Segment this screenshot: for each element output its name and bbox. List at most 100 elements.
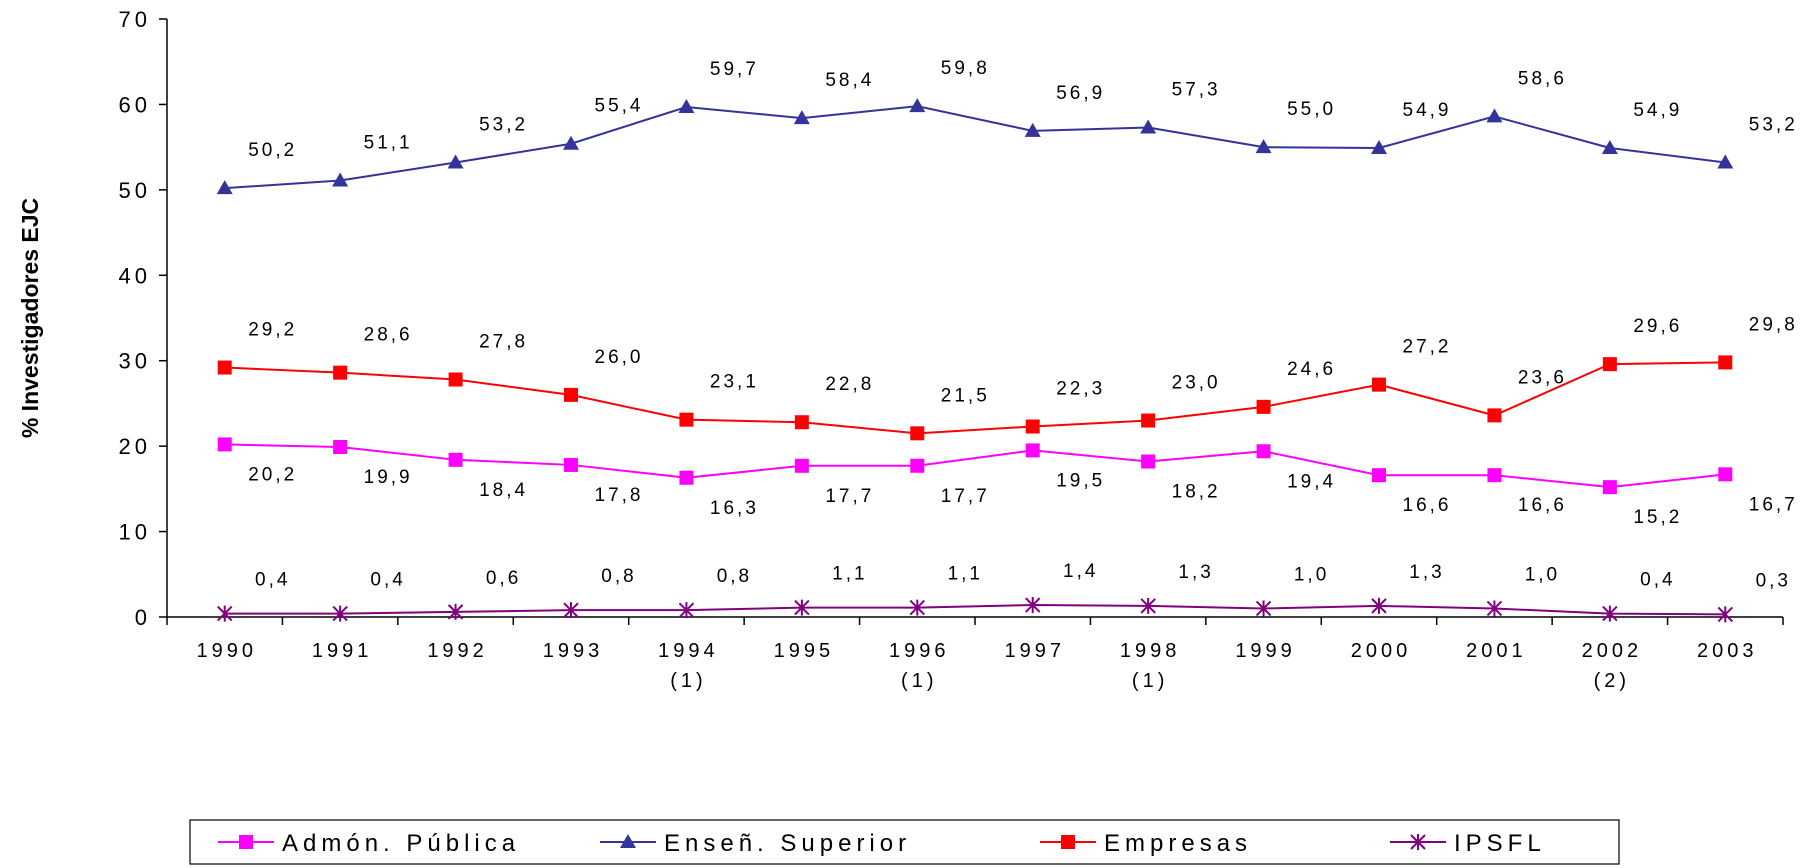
value-label: 18,2 [1172, 482, 1221, 503]
value-label: 53,2 [479, 115, 528, 136]
value-label: 1,1 [948, 564, 983, 585]
marker [1371, 139, 1387, 154]
value-label: 28,6 [364, 325, 413, 346]
marker [1256, 444, 1271, 459]
marker [1487, 468, 1502, 483]
value-label: 23,6 [1518, 367, 1567, 388]
x-tick-label: 1995 [774, 640, 835, 662]
marker [217, 360, 232, 375]
marker [1141, 413, 1156, 428]
value-label: 58,4 [825, 70, 874, 91]
y-tick-label: 60 [119, 92, 151, 117]
marker [679, 470, 694, 485]
marker [333, 439, 348, 454]
x-tick-label: 1996 (1) [889, 640, 950, 692]
marker [1410, 834, 1426, 850]
value-label: 0,4 [255, 570, 290, 591]
marker [678, 98, 695, 113]
value-label: 16,6 [1403, 495, 1452, 516]
marker [448, 372, 463, 387]
series-line [224, 105, 1726, 190]
marker [1602, 605, 1618, 622]
series-line [224, 604, 1726, 616]
legend-marker [1410, 834, 1426, 850]
value-label: 51,1 [364, 132, 413, 153]
value-label: 1,1 [832, 564, 867, 585]
series-line [224, 443, 1726, 489]
marker [1140, 597, 1156, 614]
value-label: 23,0 [1172, 373, 1221, 394]
value-label: 29,6 [1633, 316, 1682, 337]
legend-box [189, 819, 1620, 865]
x-tick-label: 2000 [1351, 640, 1412, 662]
x-tick-label: 2003 [1697, 640, 1758, 662]
value-label: 1,3 [1409, 562, 1444, 583]
y-tick-label: 20 [119, 434, 151, 459]
value-label: 16,3 [710, 498, 759, 519]
value-label: 0,4 [1640, 570, 1675, 591]
value-label: 0,3 [1756, 570, 1791, 591]
value-label: 58,6 [1518, 68, 1567, 89]
marker [564, 457, 578, 472]
marker [1140, 119, 1157, 134]
x-tick-label: 1991 [312, 640, 373, 662]
marker [332, 172, 349, 187]
marker [794, 458, 809, 473]
value-label: 59,7 [710, 59, 759, 80]
value-label: 55,0 [1287, 99, 1336, 120]
marker [217, 605, 233, 622]
value-label: 1,4 [1063, 561, 1098, 582]
marker [679, 412, 694, 427]
legend-marker [1061, 835, 1075, 849]
y-tick-label: 70 [119, 7, 151, 32]
marker [678, 602, 695, 619]
y-tick-label: 10 [119, 520, 151, 545]
marker [1718, 355, 1733, 370]
value-label: 15,2 [1633, 507, 1682, 528]
marker [333, 365, 348, 380]
marker [1372, 377, 1386, 392]
value-label: 1,0 [1525, 564, 1560, 585]
marker [563, 135, 579, 150]
legend-marker [620, 834, 636, 848]
marker [794, 599, 810, 616]
marker [1601, 139, 1618, 154]
marker [448, 452, 463, 467]
value-label: 27,8 [479, 332, 528, 353]
marker [447, 603, 464, 620]
x-tick-label: 2001 [1466, 640, 1527, 662]
value-label: 50,2 [248, 140, 297, 161]
y-tick-label: 30 [119, 349, 151, 374]
marker [1061, 835, 1075, 849]
y-axis-label: % Investigadores EJC [17, 198, 43, 438]
value-label: 22,3 [1056, 378, 1105, 399]
y-tick-label: 0 [135, 605, 151, 630]
value-label: 18,4 [479, 480, 528, 501]
value-label: 26,0 [595, 347, 644, 368]
x-tick-label: 1990 [196, 640, 257, 662]
legend-label: Admón. Pública [282, 830, 520, 857]
marker [1717, 154, 1734, 169]
legend-marker [239, 835, 253, 849]
series-line [224, 361, 1726, 435]
value-label: 54,9 [1403, 100, 1452, 121]
value-label: 54,9 [1633, 100, 1682, 121]
marker [1255, 139, 1272, 154]
value-label: 27,2 [1403, 337, 1452, 358]
value-label: 17,7 [941, 486, 990, 507]
marker [910, 458, 925, 473]
marker [793, 110, 810, 125]
marker [563, 602, 579, 619]
marker [1256, 399, 1271, 414]
marker [620, 834, 636, 848]
value-label: 23,1 [710, 372, 759, 393]
marker [239, 835, 253, 849]
marker [1487, 408, 1502, 423]
value-label: 0,8 [601, 566, 636, 587]
marker [1255, 600, 1272, 617]
marker [447, 154, 464, 169]
marker [216, 180, 233, 195]
value-label: 24,6 [1287, 359, 1336, 380]
value-label: 22,8 [825, 374, 874, 395]
marker [1024, 122, 1041, 137]
